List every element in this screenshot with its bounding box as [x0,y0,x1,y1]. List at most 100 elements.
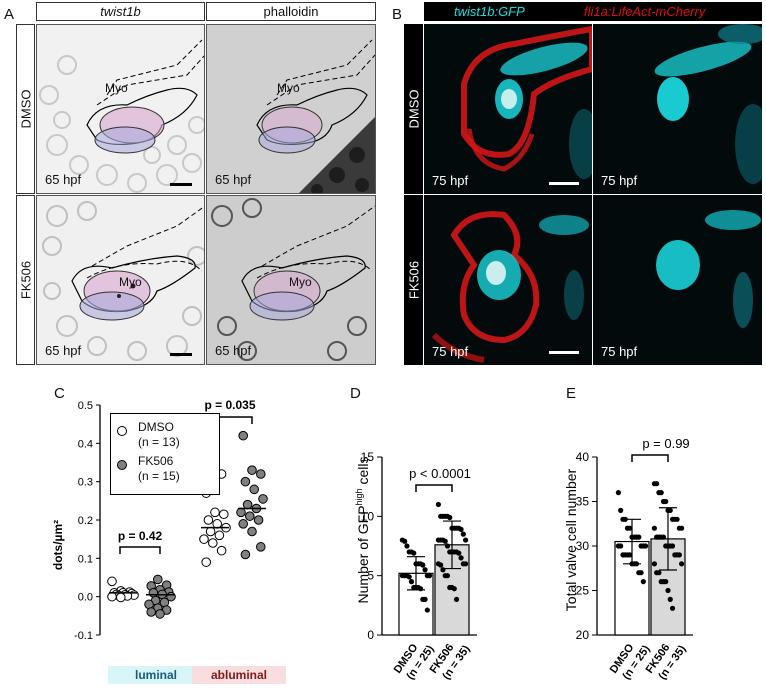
panel-label-b: B [392,6,403,23]
panel-b-fk506-gfp-image: 75 hpf [593,195,762,365]
chart-c-ylabel: dots/µm² [51,520,65,570]
chart-c-point [238,430,248,441]
chart-c-pvalue-luminal: p = 0.42 [118,529,163,543]
chart-d-point [460,531,466,537]
chart-d-point [435,501,441,508]
myo-label: Myo [119,275,142,289]
legend-marker-fk506 [117,460,127,470]
chart-c-point [236,507,246,518]
chart-e-point [669,605,676,611]
chart-e-category-label: FK506(n = 35) [644,635,689,684]
chart-c-ytick-label: 0.5 [78,400,93,412]
chart-d-point [444,543,451,549]
chart-c-ytick-label: 0.2 [78,515,93,527]
chart-e-point [658,490,664,496]
chart-d-bracket [415,484,453,492]
myo-label: Myo [289,275,312,289]
chart-c-pvalue-abluminal: p = 0.035 [204,398,255,412]
chart-c-point [146,607,156,617]
chart-c-marks [107,416,268,619]
fluorescence-gfp-b2 [654,24,762,184]
chart-d: 0 5 10 15 DMSO(n = 25)FK506(n = 35) Number … [354,450,477,682]
chart-e-ytick-label: 30 [576,539,590,553]
chart-e-ylabel: Total valve cell number [563,468,579,611]
micrograph-texture-a4 [207,196,375,364]
legend-label-fk506: FK506 [138,454,174,468]
legend-label-dmso: DMSO [138,420,174,434]
chart-c: -0.1 0.0 0.1 0.2 0.3 0.4 0.5 dots/µm² p = 0.42… [51,398,268,642]
chart-d-point [417,586,424,592]
panel-label-c: C [54,385,65,402]
panel-b-row-label-fk506: FK506 [404,195,423,365]
chart-d-point [422,567,428,573]
chart-d-ytick-label: 15 [361,450,375,464]
stage-label: 65 hpf [215,343,252,358]
panel-a-row-label-dmso: DMSO [16,24,35,194]
chart-d-point [424,607,430,613]
chart-e-ytick-label: 40 [576,450,590,464]
micrograph-rings-a1 [39,39,204,193]
chart-c-point [210,507,220,518]
chart-e-marks: DMSO(n = 25)FK506(n = 35) [608,454,689,684]
chart-d-pvalue: p < 0.0001 [409,466,471,481]
panel-b-dmso-gfp-image: 75 hpf [593,24,762,194]
stage-label: 65 hpf [215,172,252,187]
chart-d-point [420,562,426,568]
chart-e-point [663,498,669,505]
chart-c-ytick-label: 0.4 [78,438,93,450]
chart-c-point [201,557,211,567]
chart-c-point [258,494,268,504]
chart-c-point [249,484,259,495]
stage-label: 65 hpf [45,343,82,358]
panel-label-d: D [350,385,361,402]
chart-d-ytick-label: 0 [367,628,374,642]
stage-label: 75 hpf [432,173,469,188]
chart-c-point [256,542,266,552]
chart-c-point [155,609,165,619]
panel-label-e: E [566,385,577,402]
chart-e-category-label: DMSO(n = 25) [608,635,653,684]
chart-c-point [107,591,117,602]
group-label-abluminal: abluminal [192,666,286,684]
chart-d-point [402,538,408,544]
chart-d-point [422,596,428,602]
myo-label: Myo [277,81,300,95]
chart-d-point [404,543,410,549]
chart-c-legend: DMSO (n = 13) FK506 (n = 15) [110,413,220,495]
chart-c-ytick-label: -0.1 [74,630,93,642]
chart-c-axes: -0.1 0.0 0.1 0.2 0.3 0.4 0.5 [74,400,101,642]
panel-b-dmso-merge-image: 75 hpf [424,24,592,194]
chart-c-point [256,469,266,479]
chart-e-point [669,543,676,549]
scale-bar [549,351,579,354]
chart-c-ytick-label: 0.1 [78,553,93,565]
chart-e-point [663,579,669,585]
chart-e-point [667,596,673,602]
chart-c-point [212,519,222,529]
chart-c-point [247,465,257,475]
chart-c-point [216,545,227,556]
chart-d-ylabel: Number of GFPhigh cells [354,457,371,604]
micrograph-rings-a3 [42,201,204,361]
panel-a-header-twist1b: twist1b [36,2,205,21]
panel-b-row-label-dmso: DMSO [404,24,423,194]
chart-c-point [219,509,229,520]
header-fli1a-lifeact: fli1a:LifeAct-mCherry [584,4,706,19]
chart-d-point [463,561,469,567]
chart-d-ytick-label: 10 [361,509,375,523]
scale-bar [549,182,579,185]
chart-d-point [408,579,415,585]
chart-e-point [651,561,657,567]
chart-c-point [153,574,163,585]
chart-e-point [627,552,633,558]
chart-c-point [208,538,218,548]
fluorescence-merge-b1 [461,25,592,179]
chart-e: 20 25 30 35 40 DMSO(n = 25)FK506(n = 35) Tot… [563,436,693,684]
panel-a-header-phalloidin: phalloidin [206,2,376,21]
chart-c-ytick-label: 0.0 [78,592,93,604]
scale-bar [170,353,192,356]
chart-d-point [406,574,412,580]
chart-d-point [447,514,453,521]
chart-e-point [638,570,644,576]
chart-e-point [651,525,657,531]
